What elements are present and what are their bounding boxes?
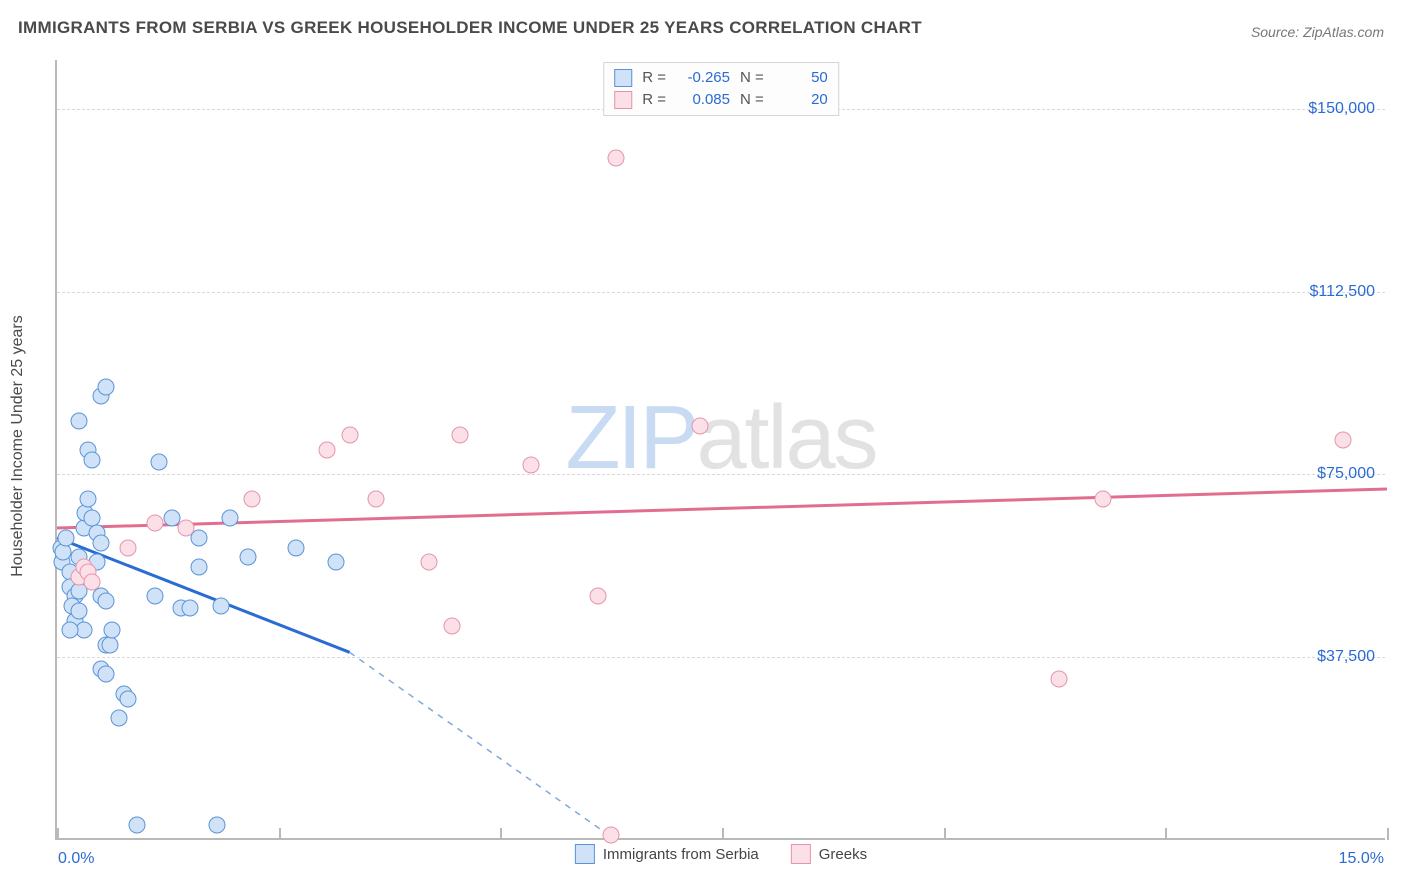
source-attribution: Source: ZipAtlas.com <box>1251 24 1384 40</box>
data-point <box>55 544 72 561</box>
legend-swatch-greeks <box>614 91 632 109</box>
data-point <box>589 588 606 605</box>
data-point <box>84 573 101 590</box>
data-point <box>607 149 624 166</box>
data-point <box>1334 432 1351 449</box>
data-point <box>190 559 207 576</box>
legend-swatch-serbia <box>614 69 632 87</box>
data-point <box>103 622 120 639</box>
data-point <box>368 490 385 507</box>
data-point <box>244 490 261 507</box>
data-point <box>239 549 256 566</box>
legend-R-serbia: -0.265 <box>676 67 730 89</box>
x-tick <box>1165 828 1167 840</box>
data-point <box>443 617 460 634</box>
legend-series: Immigrants from Serbia Greeks <box>575 844 867 864</box>
chart-title: IMMIGRANTS FROM SERBIA VS GREEK HOUSEHOL… <box>18 18 922 38</box>
data-point <box>84 451 101 468</box>
y-tick-label: $150,000 <box>1308 100 1375 118</box>
data-point <box>119 690 136 707</box>
legend-N-label: N = <box>740 89 764 111</box>
data-point <box>1050 671 1067 688</box>
data-point <box>62 622 79 639</box>
data-point <box>1095 490 1112 507</box>
data-point <box>97 666 114 683</box>
x-tick <box>57 828 59 840</box>
data-point <box>97 378 114 395</box>
plot-area: ZIPatlas R = -0.265 N = 50 R = 0.085 N =… <box>55 60 1385 840</box>
data-point <box>119 539 136 556</box>
data-point <box>691 417 708 434</box>
legend-correlation: R = -0.265 N = 50 R = 0.085 N = 20 <box>603 62 839 116</box>
x-tick <box>279 828 281 840</box>
trend-lines-layer <box>57 60 1385 838</box>
x-tick <box>944 828 946 840</box>
x-tick <box>722 828 724 840</box>
x-axis-max-label: 15.0% <box>1339 850 1384 868</box>
data-point <box>341 427 358 444</box>
data-point <box>523 456 540 473</box>
data-point <box>452 427 469 444</box>
data-point <box>603 827 620 844</box>
legend-R-label: R = <box>642 89 666 111</box>
gridline <box>57 657 1385 658</box>
gridline <box>57 292 1385 293</box>
gridline <box>57 474 1385 475</box>
legend-swatch-greeks-icon <box>791 844 811 864</box>
data-point <box>128 817 145 834</box>
x-tick <box>500 828 502 840</box>
data-point <box>111 710 128 727</box>
legend-row-greeks: R = 0.085 N = 20 <box>614 89 828 111</box>
data-point <box>57 529 74 546</box>
legend-item-serbia: Immigrants from Serbia <box>575 844 759 864</box>
data-point <box>288 539 305 556</box>
data-point <box>150 454 167 471</box>
legend-R-greeks: 0.085 <box>676 89 730 111</box>
legend-row-serbia: R = -0.265 N = 50 <box>614 67 828 89</box>
data-point <box>80 490 97 507</box>
legend-item-greeks: Greeks <box>791 844 867 864</box>
data-point <box>102 637 119 654</box>
y-tick-label: $112,500 <box>1309 283 1375 301</box>
data-point <box>71 412 88 429</box>
legend-swatch-serbia-icon <box>575 844 595 864</box>
trend-line-dashed <box>350 652 616 840</box>
data-point <box>421 554 438 571</box>
data-point <box>319 442 336 459</box>
data-point <box>177 520 194 537</box>
data-point <box>93 534 110 551</box>
legend-N-label: N = <box>740 67 764 89</box>
legend-label-greeks: Greeks <box>819 846 867 863</box>
y-tick-label: $75,000 <box>1317 465 1375 483</box>
data-point <box>146 515 163 532</box>
data-point <box>213 598 230 615</box>
x-tick <box>1387 828 1389 840</box>
data-point <box>328 554 345 571</box>
y-axis-label: Householder Income Under 25 years <box>9 315 27 576</box>
data-point <box>97 593 114 610</box>
x-axis-min-label: 0.0% <box>58 850 94 868</box>
legend-R-label: R = <box>642 67 666 89</box>
data-point <box>71 602 88 619</box>
data-point <box>146 588 163 605</box>
y-tick-label: $37,500 <box>1317 648 1375 666</box>
data-point <box>208 817 225 834</box>
data-point <box>221 510 238 527</box>
legend-N-greeks: 20 <box>774 89 828 111</box>
legend-N-serbia: 50 <box>774 67 828 89</box>
data-point <box>182 600 199 617</box>
legend-label-serbia: Immigrants from Serbia <box>603 846 759 863</box>
